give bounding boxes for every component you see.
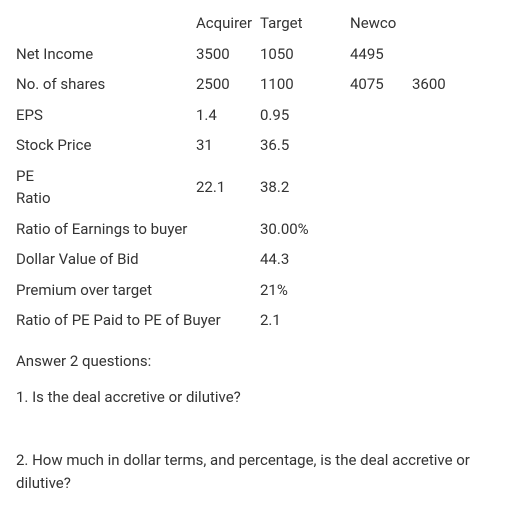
cell-value: 44.3 bbox=[260, 244, 350, 275]
cell-value: 3500 bbox=[196, 39, 260, 70]
table-row: Ratio of Earnings to buyer 30.00% bbox=[16, 214, 462, 245]
cell-value: 2.1 bbox=[260, 305, 350, 336]
cell-value: 36.5 bbox=[260, 130, 350, 161]
table-row: Ratio of PE Paid to PE of Buyer 2.1 bbox=[16, 305, 462, 336]
cell-value: 38.2 bbox=[260, 161, 350, 214]
row-label: EPS bbox=[16, 100, 196, 131]
row-label: Stock Price bbox=[16, 130, 196, 161]
cell-value bbox=[412, 39, 462, 70]
table-row: EPS 1.4 0.95 bbox=[16, 100, 462, 131]
cell-value: 4495 bbox=[350, 39, 412, 70]
cell-value: 3600 bbox=[412, 69, 462, 100]
questions-heading: Answer 2 questions: bbox=[16, 350, 499, 373]
pe-label-2: Ratio bbox=[16, 189, 51, 207]
table-row-pe: PE Ratio 22.1 38.2 bbox=[16, 161, 462, 214]
table-row: Dollar Value of Bid 44.3 bbox=[16, 244, 462, 275]
cell-value bbox=[412, 100, 462, 131]
table-row: Net Income 3500 1050 4495 bbox=[16, 39, 462, 70]
cell-value: 2500 bbox=[196, 69, 260, 100]
row-label: Dollar Value of Bid bbox=[16, 244, 260, 275]
header-newco: Newco bbox=[350, 12, 412, 39]
cell-value bbox=[412, 130, 462, 161]
table-row: Premium over target 21% bbox=[16, 275, 462, 306]
pe-label-1: PE bbox=[16, 167, 34, 185]
header-target: Target bbox=[260, 12, 350, 39]
row-label: PE Ratio bbox=[16, 161, 196, 214]
cell-value bbox=[350, 100, 412, 131]
cell-value: 21% bbox=[260, 275, 350, 306]
row-label: Ratio of Earnings to buyer bbox=[16, 214, 260, 245]
table-header-row: Acquirer Target Newco bbox=[16, 12, 462, 39]
table-row: Stock Price 31 36.5 bbox=[16, 130, 462, 161]
cell-value: 0.95 bbox=[260, 100, 350, 131]
header-acquirer: Acquirer bbox=[196, 12, 260, 39]
question-2: 2. How much in dollar terms, and percent… bbox=[16, 449, 499, 496]
cell-value: 30.00% bbox=[260, 214, 350, 245]
cell-value: 4075 bbox=[350, 69, 412, 100]
cell-value bbox=[350, 130, 412, 161]
row-label: Premium over target bbox=[16, 275, 260, 306]
cell-value: 1.4 bbox=[196, 100, 260, 131]
cell-value: 31 bbox=[196, 130, 260, 161]
cell-value: 1050 bbox=[260, 39, 350, 70]
questions-section: Answer 2 questions: 1. Is the deal accre… bbox=[16, 350, 499, 496]
question-1: 1. Is the deal accretive or dilutive? bbox=[16, 386, 499, 409]
row-label: No. of shares bbox=[16, 69, 196, 100]
row-label: Ratio of PE Paid to PE of Buyer bbox=[16, 305, 260, 336]
table-row: No. of shares 2500 1100 4075 3600 bbox=[16, 69, 462, 100]
cell-value: 22.1 bbox=[196, 161, 260, 214]
cell-value: 1100 bbox=[260, 69, 350, 100]
data-table-top: Acquirer Target Newco Net Income 3500 10… bbox=[16, 12, 462, 336]
row-label: Net Income bbox=[16, 39, 196, 70]
